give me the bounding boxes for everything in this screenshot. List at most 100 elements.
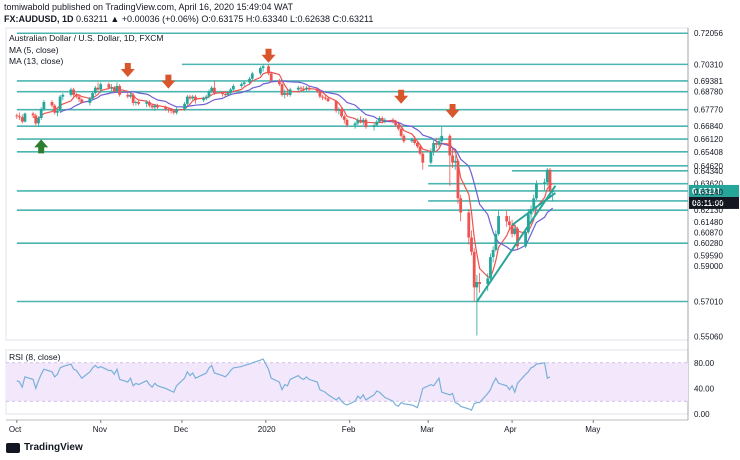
rsi-scale-label: 0.00 bbox=[694, 410, 710, 419]
time-axis-label: May bbox=[585, 425, 600, 434]
candle-body bbox=[307, 87, 311, 90]
candle-body bbox=[372, 125, 376, 127]
candle-body bbox=[491, 249, 495, 258]
candle-body bbox=[323, 97, 327, 99]
tradingview-logo[interactable]: TradingView bbox=[6, 442, 83, 453]
price-scale-label: 0.66840 bbox=[694, 122, 723, 131]
candle-body bbox=[421, 153, 425, 163]
price-scale-label: 0.65408 bbox=[694, 148, 723, 157]
candle-body bbox=[37, 118, 40, 124]
candle-body bbox=[175, 109, 178, 113]
price-scale-label: 0.61480 bbox=[694, 218, 723, 227]
candle-body bbox=[448, 135, 452, 156]
down-arrow-marker bbox=[445, 104, 460, 119]
candle-body bbox=[61, 94, 65, 97]
trendline bbox=[511, 192, 556, 226]
candle-body bbox=[134, 101, 138, 103]
price-scale-label: 0.70310 bbox=[694, 60, 723, 69]
candle-body bbox=[185, 96, 189, 104]
candle-body bbox=[505, 216, 509, 222]
candle-body bbox=[153, 105, 157, 108]
candle-body bbox=[88, 98, 92, 103]
candle-body bbox=[429, 151, 433, 163]
candle-body bbox=[359, 119, 362, 122]
candle-body bbox=[148, 101, 151, 106]
candle-body bbox=[229, 89, 233, 94]
candle-body bbox=[326, 98, 330, 102]
candle-body bbox=[302, 88, 306, 90]
candle-body bbox=[18, 116, 21, 118]
candle-body bbox=[548, 169, 552, 192]
candle-body bbox=[112, 87, 116, 92]
candle-body bbox=[535, 184, 538, 199]
candle-body bbox=[240, 84, 243, 86]
rsi-line bbox=[16, 358, 551, 412]
candle-body bbox=[107, 84, 111, 88]
candle-body bbox=[353, 123, 357, 126]
candle-body bbox=[207, 91, 211, 97]
candle-body bbox=[42, 101, 46, 110]
candle-body bbox=[345, 119, 349, 126]
candle-body bbox=[486, 278, 490, 284]
candle-body bbox=[202, 98, 205, 101]
price-scale-label: 0.59590 bbox=[694, 251, 723, 260]
price-scale-label: 0.67770 bbox=[694, 106, 723, 115]
candle-body bbox=[545, 169, 549, 183]
down-arrow-marker bbox=[161, 74, 176, 89]
candle-body bbox=[210, 87, 214, 92]
candle-body bbox=[459, 198, 463, 213]
candle-body bbox=[418, 146, 422, 154]
rsi-band bbox=[6, 362, 688, 402]
candle-body bbox=[118, 85, 122, 95]
price-scale-label: 0.64340 bbox=[694, 167, 723, 176]
candle-body bbox=[145, 101, 149, 104]
candle-body bbox=[532, 198, 536, 209]
candle-body bbox=[74, 94, 78, 97]
down-arrow-marker bbox=[120, 63, 135, 78]
candle-body bbox=[99, 84, 103, 90]
candle-body bbox=[267, 66, 270, 74]
candle-body bbox=[242, 82, 246, 85]
countdown-label: 06:11:00 bbox=[692, 199, 724, 208]
candle-body bbox=[321, 96, 325, 98]
candle-body bbox=[191, 96, 195, 99]
price-scale-label: 0.72056 bbox=[694, 29, 723, 38]
candle-body bbox=[380, 118, 384, 121]
candle-body bbox=[194, 96, 197, 101]
candle-body bbox=[440, 135, 444, 142]
candle-body bbox=[410, 139, 414, 142]
candle-body bbox=[437, 141, 441, 145]
candle-body bbox=[39, 109, 43, 119]
price-scale-label: 0.62650 bbox=[694, 197, 723, 206]
candle-body bbox=[510, 225, 514, 234]
down-arrow-marker bbox=[261, 48, 276, 63]
candle-body bbox=[258, 68, 262, 74]
candle-body bbox=[334, 101, 338, 111]
symbol-info: FX:AUDUSD, 1D 0.63211 ▲ +0.00036 (+0.06%… bbox=[4, 14, 373, 24]
candle-body bbox=[497, 216, 500, 234]
candle-body bbox=[96, 87, 100, 90]
candle-body bbox=[453, 160, 457, 163]
candle-body bbox=[204, 96, 208, 99]
price-scale-label: 0.59000 bbox=[694, 262, 723, 271]
candle-body bbox=[169, 110, 173, 112]
candle-body bbox=[472, 251, 476, 288]
candle-body bbox=[34, 115, 38, 124]
candle-body bbox=[69, 89, 73, 95]
candle-body bbox=[31, 113, 35, 116]
candle-body bbox=[231, 85, 235, 90]
candle-body bbox=[269, 73, 273, 81]
price-scale-label: 0.64620 bbox=[694, 162, 723, 171]
rsi-scale-label: 40.00 bbox=[694, 384, 715, 393]
candle-body bbox=[56, 110, 59, 113]
chart-title: Australian Dollar / U.S. Dollar, 1D, FXC… bbox=[9, 33, 163, 43]
candle-body bbox=[526, 214, 530, 233]
down-arrow-marker bbox=[394, 89, 409, 104]
candle-body bbox=[340, 109, 343, 117]
candle-body bbox=[378, 118, 381, 122]
candle-body bbox=[226, 93, 230, 95]
time-axis-label: Oct bbox=[9, 425, 22, 434]
candle-body bbox=[250, 73, 254, 79]
tradingview-logo-icon bbox=[6, 442, 20, 453]
